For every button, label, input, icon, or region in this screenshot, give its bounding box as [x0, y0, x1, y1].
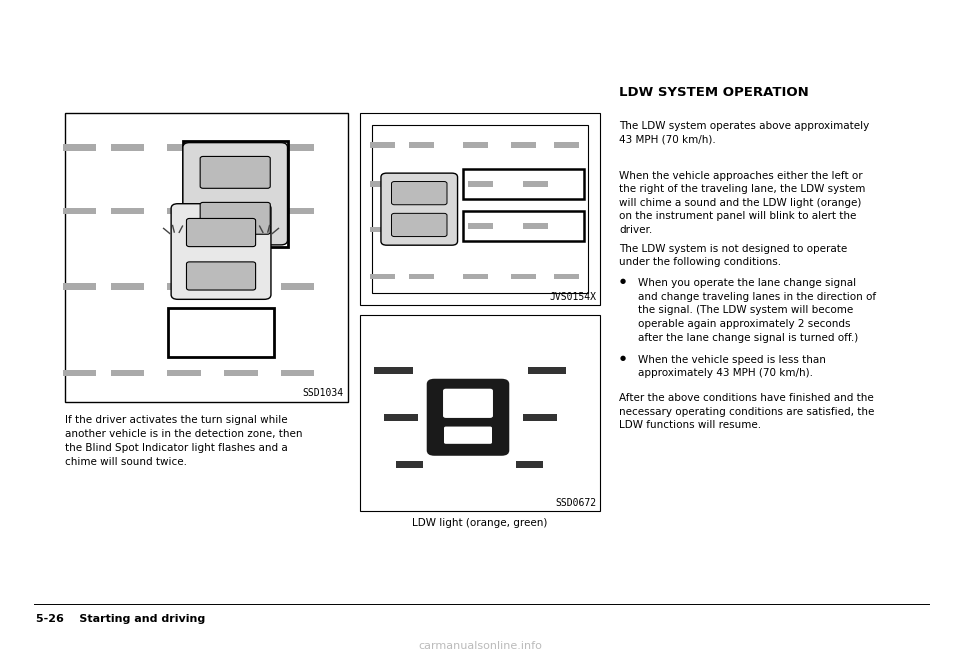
- FancyBboxPatch shape: [444, 426, 492, 444]
- Bar: [511, 274, 536, 280]
- Bar: [554, 226, 579, 232]
- Text: LDW SYSTEM OPERATION: LDW SYSTEM OPERATION: [619, 86, 809, 100]
- Bar: [360, 315, 600, 511]
- Bar: [370, 274, 395, 280]
- Bar: [110, 283, 144, 290]
- FancyBboxPatch shape: [182, 143, 288, 245]
- Bar: [511, 181, 536, 187]
- Bar: [468, 223, 493, 228]
- Bar: [463, 274, 488, 280]
- Bar: [360, 113, 600, 305]
- Text: JVS0154X: JVS0154X: [549, 292, 596, 302]
- Bar: [110, 369, 144, 376]
- Bar: [65, 113, 348, 402]
- Text: When the vehicle speed is less than
approximately 43 MPH (70 km/h).: When the vehicle speed is less than appr…: [638, 355, 827, 378]
- Bar: [62, 283, 96, 290]
- Bar: [511, 142, 536, 147]
- FancyBboxPatch shape: [201, 203, 271, 234]
- Text: SSD1034: SSD1034: [302, 388, 344, 398]
- Bar: [280, 144, 314, 151]
- Text: ●: ●: [619, 278, 625, 284]
- Bar: [396, 461, 422, 467]
- Text: After the above conditions have finished and the
necessary operating conditions : After the above conditions have finished…: [619, 393, 875, 430]
- Bar: [384, 414, 418, 420]
- Bar: [463, 226, 488, 232]
- Text: When you operate the lane change signal
and change traveling lanes in the direct: When you operate the lane change signal …: [638, 278, 876, 343]
- Bar: [523, 181, 548, 187]
- Text: If the driver activates the turn signal while
another vehicle is in the detectio: If the driver activates the turn signal …: [65, 415, 302, 467]
- Bar: [167, 283, 201, 290]
- Bar: [370, 142, 395, 147]
- Bar: [110, 144, 144, 151]
- Bar: [463, 169, 584, 199]
- Bar: [224, 283, 257, 290]
- Text: When the vehicle approaches either the left or
the right of the traveling lane, : When the vehicle approaches either the l…: [619, 171, 866, 235]
- Bar: [409, 274, 434, 280]
- Bar: [224, 208, 257, 214]
- Bar: [463, 181, 488, 187]
- Bar: [372, 125, 588, 293]
- Bar: [62, 208, 96, 214]
- Bar: [468, 181, 493, 187]
- Bar: [168, 308, 274, 357]
- Bar: [224, 369, 257, 376]
- Bar: [523, 414, 557, 420]
- Bar: [280, 208, 314, 214]
- Bar: [409, 181, 434, 187]
- Text: carmanualsonline.info: carmanualsonline.info: [418, 641, 542, 651]
- Bar: [167, 208, 201, 214]
- FancyBboxPatch shape: [426, 378, 509, 456]
- Bar: [224, 144, 257, 151]
- Bar: [280, 369, 314, 376]
- FancyBboxPatch shape: [171, 204, 271, 299]
- Bar: [463, 142, 488, 147]
- Bar: [110, 208, 144, 214]
- FancyBboxPatch shape: [201, 157, 271, 189]
- FancyBboxPatch shape: [392, 213, 447, 236]
- Bar: [370, 181, 395, 187]
- Text: SSD0672: SSD0672: [555, 498, 596, 508]
- FancyBboxPatch shape: [186, 262, 255, 290]
- Bar: [516, 461, 543, 467]
- Bar: [280, 283, 314, 290]
- Bar: [167, 144, 201, 151]
- Bar: [167, 369, 201, 376]
- Bar: [182, 141, 288, 247]
- Bar: [554, 274, 579, 280]
- Bar: [409, 226, 434, 232]
- FancyBboxPatch shape: [186, 218, 255, 246]
- Bar: [62, 369, 96, 376]
- Bar: [554, 181, 579, 187]
- Bar: [409, 142, 434, 147]
- Text: The LDW system is not designed to operate
under the following conditions.: The LDW system is not designed to operat…: [619, 244, 848, 268]
- Bar: [62, 144, 96, 151]
- Bar: [463, 211, 584, 241]
- FancyBboxPatch shape: [444, 388, 493, 418]
- Text: 5-26    Starting and driving: 5-26 Starting and driving: [36, 614, 205, 624]
- Text: ●: ●: [619, 355, 625, 361]
- FancyBboxPatch shape: [392, 181, 447, 205]
- Bar: [528, 367, 566, 374]
- FancyBboxPatch shape: [381, 173, 458, 245]
- Bar: [523, 223, 548, 228]
- Bar: [554, 142, 579, 147]
- Text: The LDW system operates above approximately
43 MPH (70 km/h).: The LDW system operates above approximat…: [619, 121, 870, 145]
- Bar: [374, 367, 413, 374]
- Bar: [370, 226, 395, 232]
- Text: LDW light (orange, green): LDW light (orange, green): [412, 518, 548, 528]
- Bar: [511, 226, 536, 232]
